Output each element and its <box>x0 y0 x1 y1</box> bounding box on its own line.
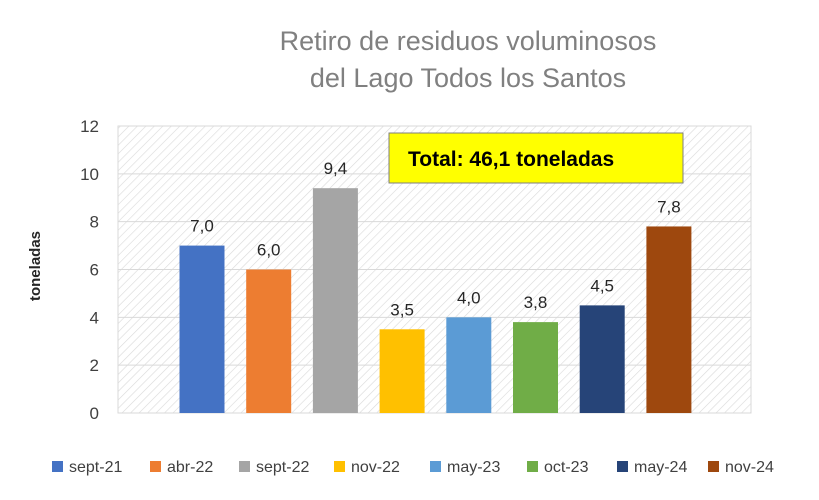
y-axis-ticks: 0 2 4 6 8 10 12 <box>80 117 99 423</box>
bars <box>179 188 692 413</box>
legend-label-may-23: may-23 <box>447 459 500 476</box>
legend-swatch-may-24 <box>617 461 628 472</box>
data-label-sept-22: 9,4 <box>324 159 348 178</box>
legend-swatch-may-23 <box>430 461 441 472</box>
data-label-nov-24: 7,8 <box>657 197 681 216</box>
bar-nov-24 <box>646 226 692 413</box>
legend-swatch-sept-22 <box>239 461 250 472</box>
bar-sept-21 <box>179 245 225 413</box>
data-label-may-24: 4,5 <box>590 276 614 295</box>
bar-may-24 <box>579 305 625 413</box>
data-label-sept-21: 7,0 <box>190 217 214 236</box>
bar-abr-22 <box>246 269 292 413</box>
bar-oct-23 <box>513 322 558 413</box>
legend: sept-21 abr-22 sept-22 nov-22 may-23 oct-23 ma… <box>52 459 774 476</box>
legend-swatch-nov-22 <box>334 461 345 472</box>
bar-nov-22 <box>379 329 425 413</box>
y-tick-label: 6 <box>90 261 99 280</box>
y-tick-label: 8 <box>90 213 99 232</box>
total-callout-text: Total: 46,1 toneladas <box>408 148 614 171</box>
y-tick-label: 12 <box>80 117 99 136</box>
y-tick-label: 2 <box>90 356 99 375</box>
legend-label-abr-22: abr-22 <box>167 459 213 476</box>
data-label-oct-23: 3,8 <box>524 293 548 312</box>
y-axis-label: toneladas <box>27 231 44 301</box>
chart-title-line-2: del Lago Todos los Santos <box>310 63 626 93</box>
legend-swatch-sept-21 <box>52 461 63 472</box>
legend-label-nov-22: nov-22 <box>351 459 400 476</box>
data-label-nov-22: 3,5 <box>390 300 414 319</box>
data-label-may-23: 4,0 <box>457 288 481 307</box>
legend-label-may-24: may-24 <box>634 459 687 476</box>
legend-label-nov-24: nov-24 <box>725 459 774 476</box>
chart-title-line-1: Retiro de residuos voluminosos <box>280 26 657 56</box>
data-labels: 7,0 6,0 9,4 3,5 4,0 3,8 4,5 7,8 <box>190 159 681 319</box>
bar-may-23 <box>446 317 492 413</box>
y-tick-label: 4 <box>90 308 99 327</box>
legend-swatch-abr-22 <box>150 461 161 472</box>
legend-swatch-oct-23 <box>527 461 538 472</box>
total-callout-box <box>388 132 684 184</box>
bar-sept-22 <box>312 188 358 413</box>
legend-swatch-nov-24 <box>708 461 719 472</box>
legend-label-oct-23: oct-23 <box>544 459 589 476</box>
legend-label-sept-22: sept-22 <box>256 459 309 476</box>
y-tick-label: 0 <box>90 404 99 423</box>
data-label-abr-22: 6,0 <box>257 241 281 260</box>
y-tick-label: 10 <box>80 165 99 184</box>
legend-label-sept-21: sept-21 <box>69 459 122 476</box>
